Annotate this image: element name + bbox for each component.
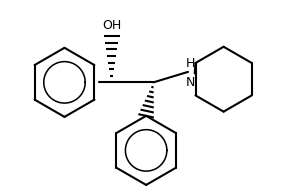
Text: H: H [186,57,195,70]
Text: OH: OH [102,19,121,32]
Text: N: N [186,76,195,89]
